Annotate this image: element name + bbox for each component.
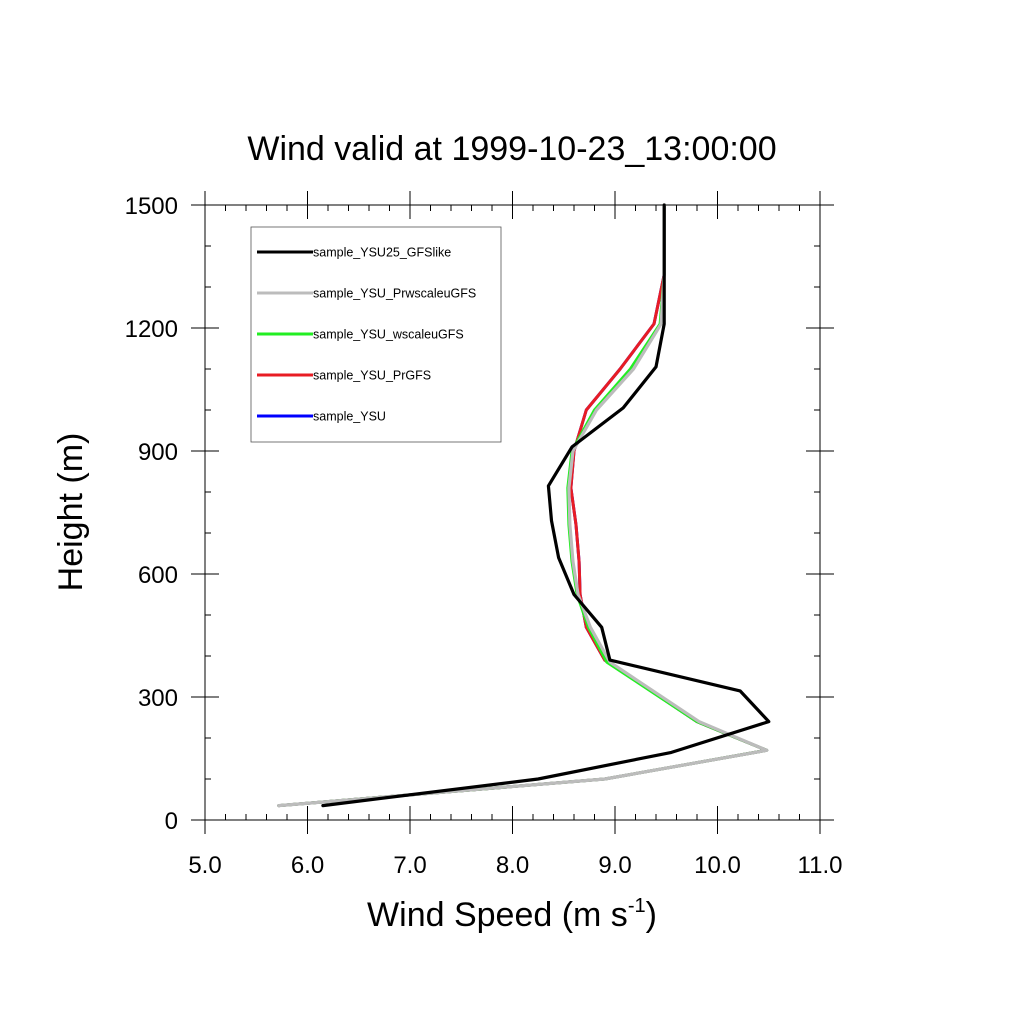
legend-label-sample_YSU: sample_YSU xyxy=(313,410,386,424)
x-tick-label: 10.0 xyxy=(694,852,741,879)
legend-label-sample_YSU_wscaleuGFS: sample_YSU_wscaleuGFS xyxy=(313,328,464,342)
y-tick-label: 1500 xyxy=(125,193,178,220)
y-tick-label: 600 xyxy=(138,562,178,589)
x-tick-label: 11.0 xyxy=(798,852,843,879)
series-line-sample_YSU25_GFSlike xyxy=(321,203,771,808)
y-tick-label: 1200 xyxy=(125,316,178,343)
y-tick-label: 900 xyxy=(138,439,178,466)
x-tick-label: 8.0 xyxy=(496,852,529,879)
x-tick-label: 6.0 xyxy=(291,852,324,879)
y-axis-label: Height (m) xyxy=(52,433,90,592)
legend-label-sample_YSU_PrwscaleuGFS: sample_YSU_PrwscaleuGFS xyxy=(313,287,476,301)
series-line-sample_YSU_PrwscaleuGFS xyxy=(277,203,769,808)
x-axis-label-suffix: ) xyxy=(646,896,657,934)
y-tick-label: 0 xyxy=(165,808,178,835)
x-tick-label: 7.0 xyxy=(393,852,426,879)
y-tick-label: 300 xyxy=(138,685,178,712)
x-tick-label: 9.0 xyxy=(598,852,631,879)
plot-area: 5.0 6.0 7.0 8.0 9.0 10.0 11.0 0 300 600 900 1200 150… xyxy=(125,191,843,879)
x-tick-label: 5.0 xyxy=(188,852,221,879)
x-axis-label-base: Wind Speed (m s xyxy=(367,896,628,934)
x-axis-label-superscript: -1 xyxy=(628,895,646,917)
legend-label-sample_YSU_PrGFS: sample_YSU_PrGFS xyxy=(313,369,431,383)
x-axis-label: Wind Speed (m s-1) xyxy=(367,895,657,934)
chart-title: Wind valid at 1999-10-23_13:00:00 xyxy=(247,130,776,168)
legend-label-sample_YSU25_GFSlike: sample_YSU25_GFSlike xyxy=(313,246,451,260)
